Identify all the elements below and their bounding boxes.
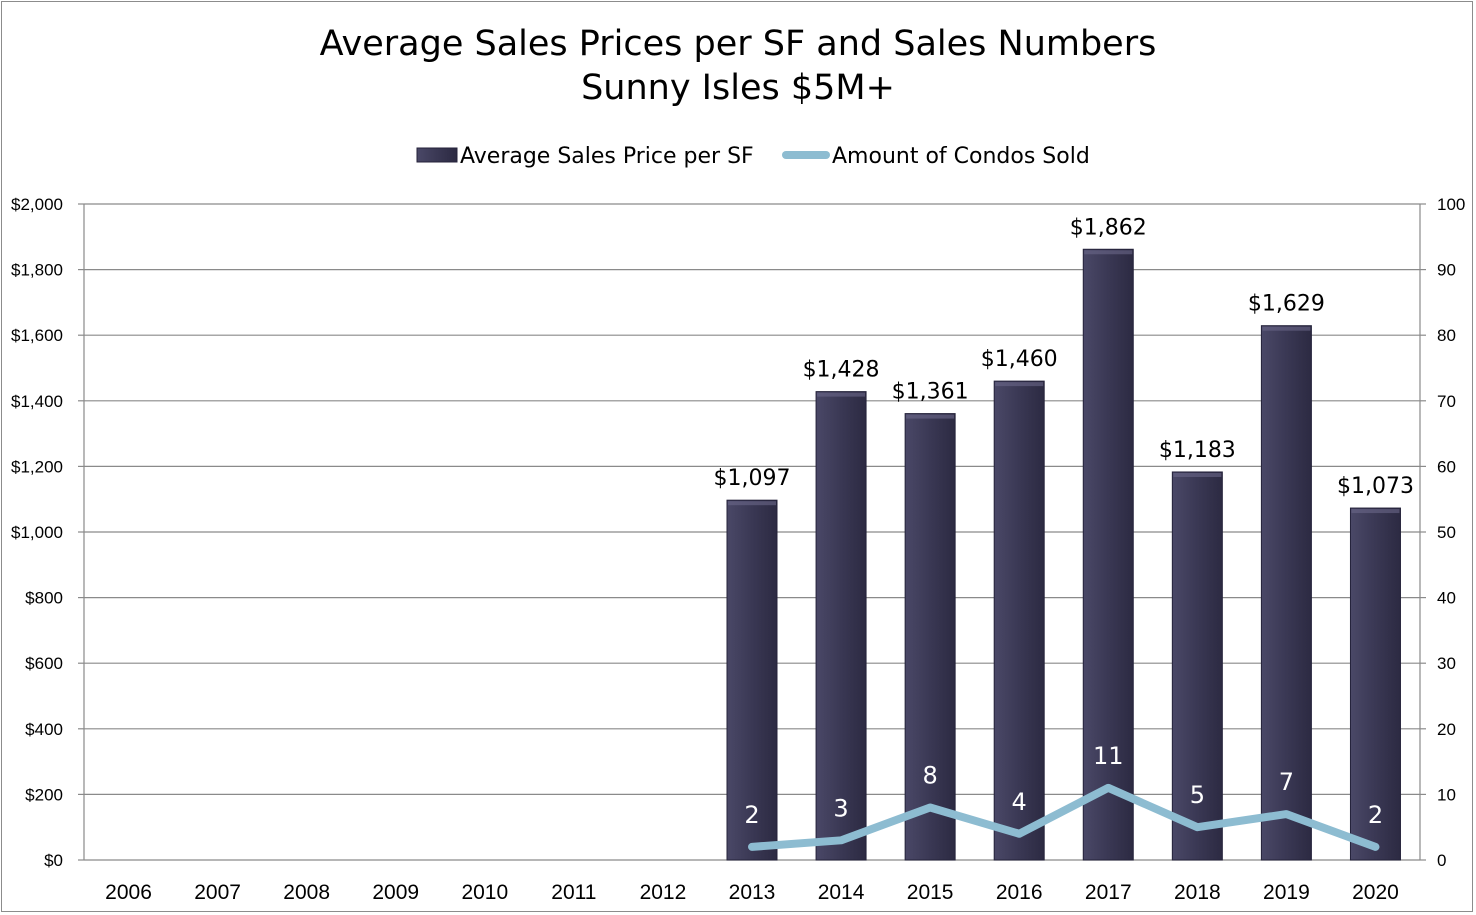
bar xyxy=(1082,248,1134,861)
bar-highlight xyxy=(817,392,866,397)
line-data-label: 7 xyxy=(1279,768,1294,796)
bar-data-label: $1,073 xyxy=(1337,474,1414,499)
bar-highlight xyxy=(1173,472,1222,477)
chart-subtitle: Sunny Isles $5M+ xyxy=(581,68,895,108)
bar xyxy=(904,413,956,861)
left-tick-label: $600 xyxy=(25,654,63,673)
x-tick-label: 2006 xyxy=(105,881,152,904)
bar-series xyxy=(726,248,1401,861)
bar-data-label: $1,428 xyxy=(803,358,880,383)
bar-data-label: $1,460 xyxy=(981,347,1058,372)
bar xyxy=(1260,325,1312,861)
left-axis: $0 $200 $400 $600 $800 $1,000 $1,200 $1,400 $1,6… xyxy=(11,195,84,870)
x-tick-label: 2012 xyxy=(640,881,687,904)
x-axis: 2006 2007 2008 2009 2010 2011 2012 2013 2014 2015… xyxy=(105,881,1399,904)
left-tick-label: $400 xyxy=(25,720,63,739)
left-tick-label: $1,600 xyxy=(11,326,63,345)
bar-data-label: $1,097 xyxy=(714,466,791,491)
x-tick-label: 2020 xyxy=(1352,881,1399,904)
right-tick-label: 20 xyxy=(1437,720,1456,739)
bar xyxy=(815,391,867,861)
x-tick-label: 2009 xyxy=(372,881,419,904)
legend-line-label: Amount of Condos Sold xyxy=(832,144,1090,169)
line-data-label: 4 xyxy=(1012,788,1027,816)
line-data-label: 5 xyxy=(1190,781,1205,809)
bar-data-label: $1,629 xyxy=(1248,292,1325,317)
x-tick-label: 2008 xyxy=(283,881,330,904)
legend-bar-label: Average Sales Price per SF xyxy=(460,144,754,169)
x-tick-label: 2011 xyxy=(551,881,596,904)
left-tick-label: $200 xyxy=(25,785,63,804)
bar xyxy=(726,499,778,861)
right-tick-label: 10 xyxy=(1437,785,1456,804)
bar-data-label: $1,183 xyxy=(1159,438,1236,463)
left-tick-label: $1,800 xyxy=(11,261,63,280)
right-tick-label: 100 xyxy=(1437,195,1465,214)
bar-highlight xyxy=(1084,250,1133,255)
line-data-label: 2 xyxy=(1368,801,1383,829)
line-data-label: 8 xyxy=(922,762,937,790)
x-tick-label: 2010 xyxy=(461,881,508,904)
left-tick-label: $800 xyxy=(25,589,63,608)
x-tick-label: 2019 xyxy=(1263,881,1310,904)
bar xyxy=(1171,471,1223,861)
line-data-label: 2 xyxy=(744,801,759,829)
legend: Average Sales Price per SF Amount of Cond… xyxy=(416,144,1090,169)
bar xyxy=(1349,507,1401,861)
x-tick-label: 2017 xyxy=(1085,881,1132,904)
bar-highlight xyxy=(1351,509,1400,514)
bar-highlight xyxy=(906,414,955,419)
left-tick-label: $1,400 xyxy=(11,392,63,411)
right-tick-label: 30 xyxy=(1437,654,1456,673)
x-tick-label: 2007 xyxy=(194,881,241,904)
right-axis: 0 10 20 30 40 50 60 70 80 90 100 xyxy=(1420,195,1465,870)
line-data-label: 11 xyxy=(1093,742,1124,770)
x-tick-label: 2013 xyxy=(729,881,776,904)
right-tick-label: 80 xyxy=(1437,326,1456,345)
right-tick-label: 90 xyxy=(1437,261,1456,280)
right-tick-label: 40 xyxy=(1437,589,1456,608)
right-tick-label: 50 xyxy=(1437,523,1456,542)
line-series xyxy=(748,783,1380,851)
right-tick-label: 0 xyxy=(1437,851,1446,870)
x-tick-label: 2015 xyxy=(907,881,954,904)
bar-data-label: $1,862 xyxy=(1070,215,1147,240)
x-tick-label: 2014 xyxy=(818,881,865,904)
line-data-label: 3 xyxy=(833,794,848,822)
chart-title-block: Average Sales Prices per SF and Sales Nu… xyxy=(0,22,1476,110)
chart-title: Average Sales Prices per SF and Sales Nu… xyxy=(319,24,1157,64)
x-tick-label: 2018 xyxy=(1174,881,1221,904)
left-tick-label: $2,000 xyxy=(11,195,63,214)
bar-highlight xyxy=(995,382,1044,387)
left-tick-label: $0 xyxy=(44,851,63,870)
bar xyxy=(993,380,1045,861)
bar-highlight xyxy=(728,501,776,506)
left-tick-label: $1,000 xyxy=(11,523,63,542)
right-tick-label: 60 xyxy=(1437,457,1456,476)
bar-labels: $1,097 $1,428 $1,361 $1,460 $1,862 $1,183 $1,6… xyxy=(714,215,1414,499)
bar-data-label: $1,361 xyxy=(892,380,969,405)
line-path xyxy=(748,783,1380,851)
legend-bar-swatch xyxy=(416,147,458,163)
right-tick-label: 70 xyxy=(1437,392,1456,411)
line-labels: 2 3 8 4 11 5 7 2 xyxy=(744,742,1383,829)
x-tick-label: 2016 xyxy=(996,881,1043,904)
bar-highlight xyxy=(1262,326,1311,331)
left-tick-label: $1,200 xyxy=(11,457,63,476)
